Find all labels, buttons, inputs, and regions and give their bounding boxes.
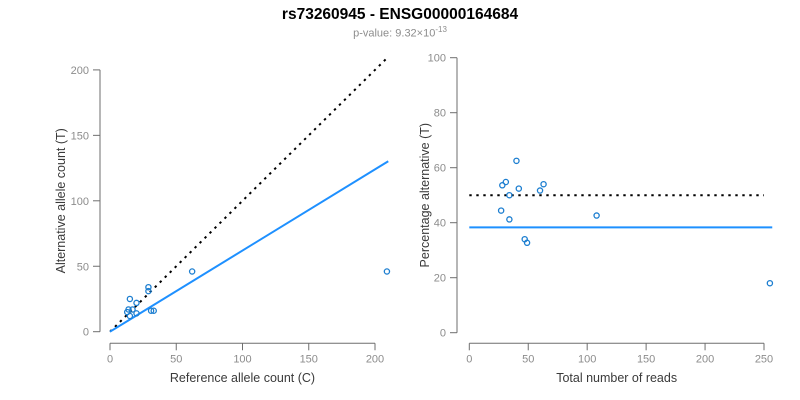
data-point (129, 306, 136, 313)
y-tick-label: 0 (83, 327, 89, 339)
data-point (523, 239, 531, 247)
data-point (497, 207, 505, 214)
data-point (515, 185, 523, 192)
x-tick-label: 100 (233, 353, 251, 365)
x-tick-label: 150 (300, 353, 318, 365)
data-point (150, 307, 157, 315)
data-point (188, 268, 196, 275)
y-tick-label: 100 (71, 196, 89, 208)
data-point (147, 307, 155, 315)
identity-line (109, 56, 389, 333)
y-tick-label: 40 (434, 218, 446, 230)
data-point (513, 157, 520, 165)
y-axis-title: Percentage alternative (T) (418, 123, 432, 268)
data-point (502, 178, 510, 186)
left-scatter-plot: 0 50 100 150 200 0 50 100 150 200 Reference allele… (54, 56, 391, 385)
x-tick-label: 200 (696, 353, 714, 365)
x-axis-title: Total number of reads (556, 371, 677, 385)
y-tick-label: 80 (434, 108, 446, 120)
data-point (766, 279, 774, 287)
pvalue-exponent: -13 (435, 25, 447, 34)
data-point (383, 268, 391, 275)
x-tick-label: 0 (466, 353, 472, 365)
data-point (126, 295, 134, 303)
data-point (133, 299, 140, 307)
data-point (536, 187, 544, 194)
data-point (125, 306, 132, 313)
y-tick-label: 20 (434, 273, 446, 285)
data-point (593, 212, 600, 219)
data-point (540, 180, 547, 188)
x-tick-label: 0 (107, 353, 113, 365)
y-tick-label: 50 (77, 261, 89, 273)
y-axis-title: Alternative allele count (T) (54, 128, 68, 273)
x-tick-label: 150 (637, 353, 655, 365)
pvalue-text: p-value: 9.32×10 (353, 27, 436, 40)
data-point (133, 310, 140, 317)
y-tick-label: 150 (71, 130, 89, 142)
x-tick-label: 100 (578, 353, 596, 365)
y-tick-label: 0 (440, 328, 446, 340)
right-scatter-plot: 0 20 40 60 80 100 0 50 100 150 200 250 Total number … (418, 53, 773, 385)
x-tick-label: 200 (366, 353, 384, 365)
data-point (145, 283, 152, 291)
data-point (506, 216, 513, 223)
y-tick-label: 200 (71, 65, 89, 77)
data-point (145, 287, 152, 295)
data-point (506, 191, 513, 199)
figure-title: rs73260945 - ENSG00000164684 (281, 6, 519, 23)
figure-subtitle: p-value: 9.32×10-13 (0, 25, 800, 40)
fit-line (109, 160, 389, 333)
data-point (499, 182, 506, 189)
x-tick-label: 250 (755, 353, 773, 365)
x-axis-title: Reference allele count (C) (170, 371, 315, 385)
x-tick-label: 50 (170, 353, 182, 365)
y-tick-label: 60 (434, 163, 446, 175)
y-tick-label: 100 (428, 53, 446, 65)
x-tick-label: 50 (522, 353, 534, 365)
